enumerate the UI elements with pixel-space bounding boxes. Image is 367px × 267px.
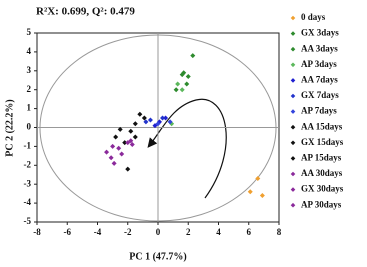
legend-marker: [290, 156, 296, 161]
legend-label: 0 days: [301, 12, 326, 22]
legend-marker: [290, 124, 296, 130]
x-tick-label: 2: [186, 227, 191, 237]
x-tick-label: 0: [156, 227, 161, 237]
y-axis-label: PC 2 (22.2%): [4, 99, 15, 157]
y-tick-label: 1: [27, 103, 32, 113]
y-tick-label: 3: [27, 65, 32, 75]
legend-label: AA 30days: [301, 168, 343, 178]
y-tick-label: -5: [24, 216, 32, 226]
y-tick-label: -4: [24, 197, 32, 207]
x-axis-label: PC 1 (47.7%): [129, 251, 187, 262]
legend-marker: [290, 171, 296, 177]
point: [111, 160, 117, 166]
x-tick-label: 4: [216, 227, 221, 237]
y-tick-label: 5: [27, 27, 32, 37]
point: [104, 149, 110, 155]
point: [116, 145, 122, 151]
point: [184, 81, 190, 87]
point: [179, 87, 185, 93]
legend-label: GX 15days: [301, 137, 344, 147]
point: [259, 193, 265, 199]
legend-marker: [290, 62, 296, 68]
point: [108, 155, 114, 161]
legend-marker: [290, 109, 296, 114]
legend-marker: [290, 140, 296, 146]
point: [255, 176, 261, 182]
point: [119, 151, 125, 157]
point: [128, 138, 134, 144]
chart-title: R²X: 0.699, Q²: 0.479: [36, 6, 135, 18]
point: [113, 134, 119, 140]
legend-label: GX 7days: [301, 90, 339, 100]
legend-label: AP 3days: [301, 59, 337, 69]
x-tick-label: -8: [33, 227, 41, 237]
y-tick-label: -1: [24, 140, 32, 150]
legend-marker: [290, 78, 296, 83]
y-tick-label: 4: [27, 46, 32, 56]
trend-arrow: [147, 98, 227, 199]
point: [167, 119, 173, 125]
point: [125, 166, 131, 172]
legend-marker: [290, 46, 296, 52]
x-tick-label: 6: [247, 227, 252, 237]
point: [181, 70, 187, 76]
point: [128, 128, 134, 134]
point: [129, 142, 135, 148]
legend-marker: [290, 15, 296, 21]
y-tick-label: -2: [24, 159, 32, 169]
point: [122, 140, 128, 146]
point: [147, 117, 153, 123]
x-tick-label: -6: [64, 227, 72, 237]
legend-label: GX 30days: [301, 184, 344, 194]
legend-label: AP 7days: [301, 106, 337, 116]
point: [175, 81, 181, 87]
legend-marker: [290, 31, 296, 36]
legend-marker: [290, 93, 296, 99]
x-tick-label: -4: [94, 227, 102, 237]
y-tick-label: 2: [27, 84, 32, 94]
point: [132, 134, 138, 140]
point: [132, 121, 138, 127]
legend-label: AA 7days: [301, 74, 338, 84]
legend-label: AA 15days: [301, 121, 343, 131]
point: [137, 111, 143, 117]
point: [117, 126, 123, 132]
point: [173, 87, 179, 93]
point: [185, 73, 191, 79]
legend-marker: [290, 202, 296, 208]
point: [190, 53, 196, 59]
point: [163, 115, 169, 121]
legend-label: AP 30days: [301, 199, 342, 209]
legend-label: AP 15days: [301, 152, 342, 162]
legend-marker: [290, 187, 296, 192]
point: [141, 115, 147, 121]
x-tick-label: 8: [277, 227, 282, 237]
legend-label: GX 3days: [301, 28, 339, 38]
y-tick-label: 0: [27, 122, 32, 132]
y-tick-label: -3: [24, 178, 32, 188]
point: [110, 143, 116, 149]
x-tick-label: -2: [124, 227, 132, 237]
point: [160, 115, 166, 121]
point: [247, 189, 253, 195]
point: [143, 119, 149, 125]
point: [155, 121, 161, 127]
legend-label: AA 3days: [301, 43, 338, 53]
